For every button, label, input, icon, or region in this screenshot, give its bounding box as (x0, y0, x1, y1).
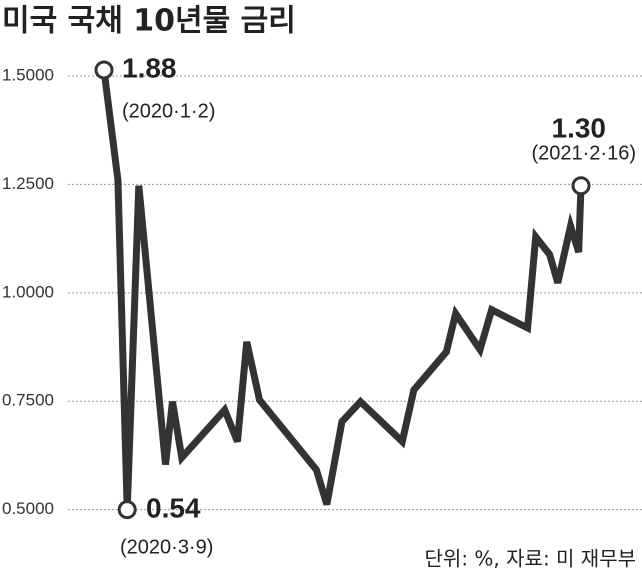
annotation-value: 1.88 (122, 52, 177, 83)
annotation-date: (2021·2·16) (531, 142, 636, 164)
y-tick-label: 1.5000 (2, 66, 54, 85)
y-tick-label: 0.5000 (2, 499, 54, 518)
chart-title: 미국 국채 10년물 금리 (2, 4, 296, 39)
line (100, 69, 585, 510)
highlight-point (94, 60, 114, 80)
y-tick-label: 1.2500 (2, 174, 54, 193)
annotation-date: (2020·1·2) (122, 100, 215, 122)
source-note: 단위: %, 자료: 미 재무부 (425, 547, 636, 571)
y-tick-label: 1.0000 (2, 282, 54, 301)
annotation-value: 1.30 (552, 112, 607, 143)
highlight-point (571, 176, 591, 196)
annotation-value: 0.54 (146, 492, 201, 523)
annotation-date: (2020·3·9) (120, 536, 213, 558)
highlight-point (117, 500, 137, 520)
y-tick-label: 0.7500 (2, 391, 54, 410)
